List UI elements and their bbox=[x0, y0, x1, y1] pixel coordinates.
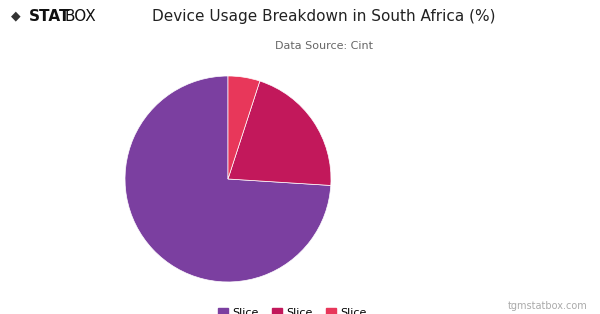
Text: Data Source: Cint: Data Source: Cint bbox=[275, 41, 373, 51]
Wedge shape bbox=[228, 81, 331, 186]
Legend: Slice, Slice, Slice: Slice, Slice, Slice bbox=[214, 303, 371, 314]
Text: tgmstatbox.com: tgmstatbox.com bbox=[508, 301, 588, 311]
Text: ◆: ◆ bbox=[11, 9, 20, 22]
Wedge shape bbox=[228, 76, 260, 179]
Text: BOX: BOX bbox=[65, 9, 97, 24]
Wedge shape bbox=[125, 76, 331, 282]
Text: STAT: STAT bbox=[29, 9, 70, 24]
Text: Device Usage Breakdown in South Africa (%): Device Usage Breakdown in South Africa (… bbox=[152, 9, 496, 24]
